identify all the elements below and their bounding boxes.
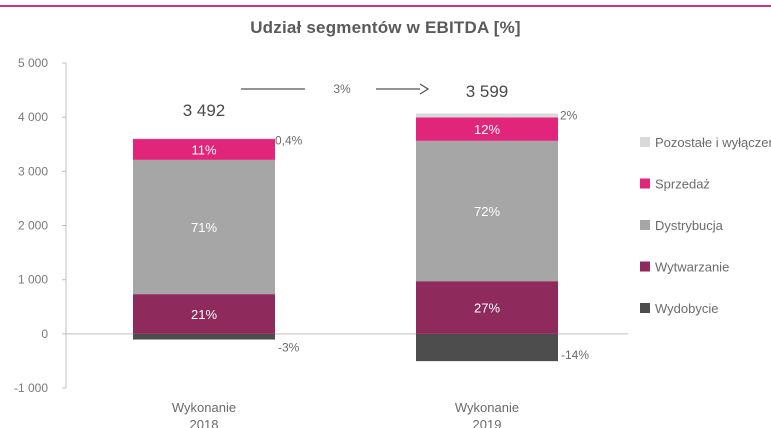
data-label-dystrybucja: 71% xyxy=(191,220,217,235)
data-label-wytwarzanie: 27% xyxy=(474,301,500,316)
total-label: 3 492 xyxy=(183,101,226,120)
bar-segment-pozostałe xyxy=(416,113,558,118)
y-tick-label: 2 000 xyxy=(18,219,48,233)
change-label: 3% xyxy=(333,82,351,96)
bar-segment-wydobycie xyxy=(416,333,558,362)
legend-label: Wydobycie xyxy=(655,301,718,316)
legend-label: Sprzedaż xyxy=(655,177,710,192)
legend-swatch xyxy=(640,261,650,272)
x-category-label: 2018 xyxy=(190,417,219,428)
data-label-sprzedaż: 12% xyxy=(474,122,500,137)
y-tick-label: 4 000 xyxy=(18,110,48,124)
data-label-wydobycie: -14% xyxy=(561,348,589,362)
bar-segment-dystrybucja xyxy=(416,140,558,282)
legend-label: Pozostałe i wyłączenia xyxy=(655,135,771,150)
data-label-wydobycie: -3% xyxy=(278,341,300,355)
chart-title: Udział segmentów w EBITDA [%] xyxy=(250,18,521,37)
data-labels: -3% 21% 71% 11% 0,4% 3 492 Wykonanie 2018 -14% 27… xyxy=(172,82,589,428)
y-tick-label: 1 000 xyxy=(18,273,48,287)
top-accent-line xyxy=(0,5,771,7)
data-label-sprzedaż: 11% xyxy=(191,142,216,157)
bar-segment-pozostałe xyxy=(133,138,275,140)
x-category-label: 2019 xyxy=(473,417,502,428)
legend-label: Dystrybucja xyxy=(655,218,724,233)
y-tick-label: 5 000 xyxy=(18,56,48,70)
total-label: 3 599 xyxy=(466,82,509,101)
x-category-label: Wykonanie xyxy=(455,400,519,415)
y-tick-label: 3 000 xyxy=(18,164,48,178)
bar-segment-sprzedaż xyxy=(133,139,275,160)
legend-swatch xyxy=(640,220,650,230)
legend-swatch xyxy=(640,303,650,313)
data-label-pozostale: 2% xyxy=(560,109,578,123)
y-tick-label: 0 xyxy=(41,327,48,341)
data-label-wytwarzanie: 21% xyxy=(191,307,217,322)
bar-segment-wydobycie xyxy=(133,333,275,340)
legend-swatch xyxy=(640,137,650,147)
bar-segment-sprzedaż xyxy=(416,117,558,141)
y-tick-label: -1 000 xyxy=(14,381,48,395)
x-category-label: Wykonanie xyxy=(172,400,236,415)
bar-segment-dystrybucja xyxy=(133,159,275,295)
data-label-dystrybucja: 72% xyxy=(474,204,500,219)
legend: Pozostałe i wyłączenia Sprzedaż Dystrybucj… xyxy=(640,135,771,316)
change-arrow-head xyxy=(419,83,430,95)
data-label-pozostale: 0,4% xyxy=(275,133,303,147)
bar-segment-wytwarzanie xyxy=(416,281,558,334)
legend-swatch xyxy=(640,178,650,189)
y-axis: -1 000 0 1 000 2 000 3 000 4 000 5 000 xyxy=(14,56,628,395)
legend-label: Wytwarzanie xyxy=(655,260,729,275)
bars xyxy=(133,113,558,362)
bar-segment-wytwarzanie xyxy=(133,294,275,334)
